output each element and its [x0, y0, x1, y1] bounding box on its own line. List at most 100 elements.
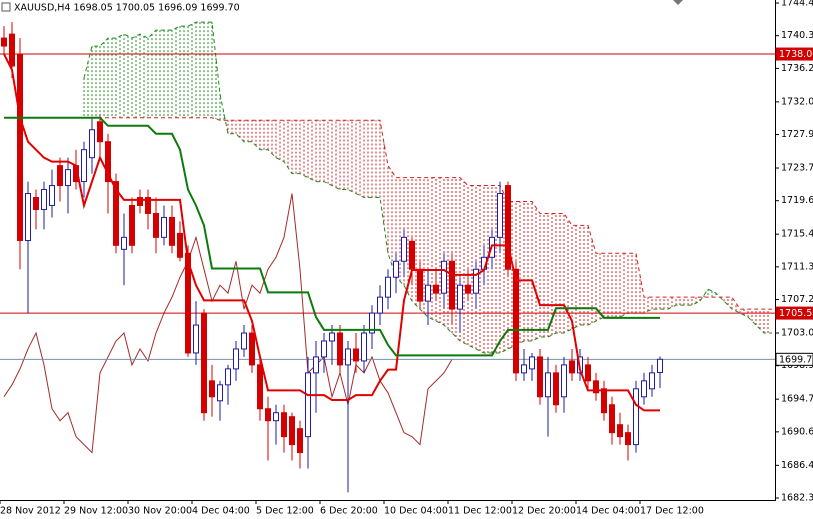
- candle-body: [409, 240, 415, 270]
- candle-body: [281, 412, 287, 438]
- price-label-box: [775, 47, 813, 61]
- candle-body: [17, 53, 23, 242]
- x-tick-label: 14 Dec 04:00: [576, 506, 640, 517]
- candle-body: [49, 185, 55, 206]
- candle-body: [553, 372, 559, 406]
- candles-layer: [1, 22, 663, 493]
- chikou-line: [3, 193, 453, 454]
- candle-body: [441, 260, 447, 294]
- candle-body: [633, 388, 639, 446]
- candle-body: [169, 216, 175, 246]
- candle-body: [297, 428, 303, 454]
- candle-body: [65, 169, 71, 187]
- y-tick-label: 1682.30: [781, 493, 813, 504]
- candle-body: [465, 284, 471, 294]
- candle-body: [529, 356, 535, 370]
- candle-body: [153, 212, 159, 238]
- candle-body: [593, 380, 599, 394]
- candle-body: [473, 268, 479, 294]
- y-tick-label: 1715.40: [781, 229, 813, 240]
- candle-body: [617, 424, 623, 438]
- candle-body: [313, 356, 319, 374]
- y-tick-label: 1723.70: [781, 163, 813, 174]
- chart-title: XAUUSD,H4 1698.05 1700.05 1696.09 1699.7…: [14, 3, 240, 14]
- candle-body: [233, 348, 239, 370]
- y-tick-label: 1732.00: [781, 96, 813, 107]
- y-tick-label: 1686.40: [781, 460, 813, 471]
- candle-body: [561, 364, 567, 398]
- candle-body: [97, 121, 103, 143]
- symbol-icon: [1, 2, 11, 12]
- candle-body: [257, 364, 263, 410]
- price-label-box: [775, 306, 813, 320]
- x-tick-label: 10 Dec 04:00: [384, 506, 448, 517]
- candle-body: [601, 388, 607, 414]
- senkou-b: [84, 117, 772, 310]
- candle-body: [625, 432, 631, 446]
- candle-body: [337, 332, 343, 366]
- candle-body: [57, 165, 63, 187]
- candle-body: [353, 348, 359, 362]
- candle-body: [193, 324, 199, 354]
- candle-body: [89, 129, 95, 159]
- candle-body: [369, 312, 375, 334]
- candle-body: [649, 372, 655, 390]
- candle-body: [457, 284, 463, 310]
- y-tick-label: 1719.60: [781, 195, 813, 206]
- x-tick-label: 12 Dec 20:00: [512, 506, 576, 517]
- candle-body: [417, 268, 423, 302]
- tenkan-line: [3, 53, 660, 412]
- senkou-a: [83, 21, 772, 354]
- y-tick-label: 1711.30: [781, 261, 813, 272]
- candle-body: [33, 197, 39, 210]
- candle-body: [25, 193, 31, 242]
- shift-marker: [673, 0, 683, 5]
- candle-body: [449, 260, 455, 310]
- x-tick-label: 17 Dec 12:00: [640, 506, 704, 517]
- y-tick-label: 1694.70: [781, 394, 813, 405]
- candle-body: [121, 236, 127, 250]
- candle-body: [321, 340, 327, 358]
- x-tick-label: 5 Dec 12:00: [256, 506, 314, 517]
- candle-body: [289, 416, 295, 446]
- lines-layer: [0, 53, 775, 454]
- candle-body: [521, 364, 527, 374]
- candle-body: [513, 268, 519, 374]
- candle-body: [9, 33, 15, 67]
- y-tick-label: 1690.60: [781, 426, 813, 437]
- candle-body: [329, 332, 335, 342]
- candle-body: [361, 332, 367, 362]
- y-tick-label: 1736.20: [781, 63, 813, 74]
- x-tick-label: 4 Dec 04:00: [192, 506, 250, 517]
- candle-body: [433, 284, 439, 294]
- candle-body: [345, 348, 351, 366]
- candle-body: [217, 384, 223, 402]
- candle-body: [609, 404, 615, 434]
- candle-body: [305, 372, 311, 438]
- candle-body: [185, 252, 191, 354]
- x-tick-label: 6 Dec 20:00: [320, 506, 378, 517]
- candle-body: [145, 197, 151, 214]
- candle-body: [129, 204, 135, 246]
- candle-body: [377, 296, 383, 314]
- price-label: 1699.70: [779, 354, 813, 365]
- x-tick-label: 30 Nov 20:00: [128, 506, 192, 517]
- candle-body: [505, 185, 511, 270]
- x-tick-label: 11 Dec 12:00: [448, 506, 512, 517]
- candle-body: [497, 193, 503, 238]
- kijun-line: [4, 116, 660, 357]
- candle-body: [657, 358, 663, 373]
- candle-body: [537, 356, 543, 398]
- candle-body: [201, 312, 207, 414]
- candle-body: [393, 260, 399, 278]
- y-tick-label: 1703.00: [781, 328, 813, 339]
- candle-body: [1, 37, 7, 47]
- candle-body: [241, 332, 247, 350]
- candle-body: [161, 216, 167, 238]
- candle-body: [113, 181, 119, 246]
- candle-body: [585, 364, 591, 382]
- candle-body: [641, 380, 647, 398]
